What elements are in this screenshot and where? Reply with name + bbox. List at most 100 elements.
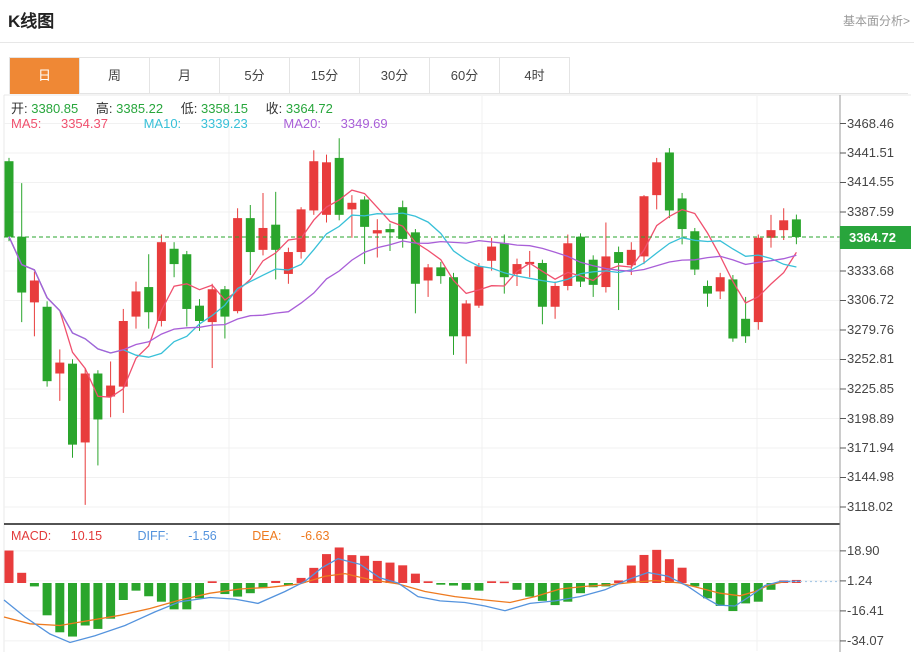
macd-bar — [664, 559, 674, 583]
macd-bar — [347, 555, 357, 583]
candle-body — [601, 256, 611, 288]
macd-bar — [296, 577, 306, 583]
candle-body — [385, 229, 395, 233]
tab-period-3[interactable]: 5分 — [220, 58, 290, 94]
macd-bar — [626, 565, 636, 583]
candle-body — [728, 279, 738, 339]
macd-bar — [68, 583, 77, 637]
macd-axis-label: -34.07 — [847, 632, 884, 648]
macd-bar — [474, 583, 484, 591]
ma20-line — [8, 236, 797, 354]
macd-bar — [93, 583, 103, 629]
candle-body — [499, 243, 509, 278]
tab-period-6[interactable]: 60分 — [430, 58, 500, 94]
candle-body — [550, 285, 560, 307]
candle-body — [398, 207, 408, 239]
period-tabbar: 日周月 5分 15分 30分 60分 4时 — [9, 57, 570, 94]
price-axis-label: 3468.46 — [847, 115, 894, 131]
tab-period-4[interactable]: 15分 — [290, 58, 360, 94]
macd-bar — [525, 583, 535, 597]
candle-body — [512, 264, 522, 274]
price-axis-label: 3198.89 — [847, 410, 894, 426]
macd-bar — [80, 583, 90, 626]
macd-bar — [512, 583, 522, 590]
candle-body — [664, 152, 674, 211]
macd-bar — [182, 583, 192, 610]
macd-bar — [588, 583, 598, 588]
candle-body — [283, 252, 293, 274]
macd-bar — [322, 554, 331, 583]
macd-bar — [106, 583, 116, 619]
candle-body — [29, 280, 39, 303]
candle-body — [182, 254, 192, 309]
header-divider — [0, 42, 914, 43]
tab-period-7[interactable]: 4时 — [500, 58, 570, 94]
candle-body — [690, 231, 700, 270]
tab-period-5[interactable]: 30分 — [360, 58, 430, 94]
candle-body — [487, 246, 497, 261]
candle-body — [372, 230, 382, 234]
macd-bar — [550, 583, 560, 606]
candle-body — [537, 262, 547, 307]
price-axis-label: 3387.59 — [847, 203, 894, 219]
close-value: 3364.72 — [285, 101, 333, 116]
macd-bar — [461, 583, 471, 590]
fundamental-analysis-link[interactable]: 基本面分析> — [842, 14, 910, 28]
price-axis-label: 3306.72 — [847, 292, 894, 308]
candle-body — [753, 237, 763, 323]
macd-bar — [131, 583, 141, 591]
candle-body — [233, 218, 243, 312]
ma5-line — [8, 189, 797, 398]
candle-body — [703, 285, 712, 294]
candle-body — [156, 242, 166, 321]
macd-bar — [537, 583, 547, 601]
macd-bar — [614, 580, 624, 583]
tab-period-1[interactable]: 周 — [80, 58, 150, 94]
candle-body — [436, 267, 446, 277]
price-axis-label: 3441.51 — [847, 144, 894, 160]
macd-bar — [576, 583, 585, 594]
macd-bar — [449, 583, 458, 586]
macd-bar — [207, 581, 217, 583]
tab-period-2[interactable]: 月 — [150, 58, 220, 94]
macd-bar — [144, 583, 154, 597]
macd-bar — [652, 549, 662, 583]
open-label: 开: — [11, 101, 28, 116]
macd-bar — [410, 573, 420, 583]
macd-bar — [17, 572, 27, 583]
macd-bar — [220, 583, 230, 595]
macd-bar — [639, 554, 649, 583]
macd-bar — [753, 583, 763, 602]
macd-bar — [118, 583, 128, 600]
candle-body — [118, 320, 128, 387]
macd-bar — [398, 565, 408, 583]
macd-bar — [258, 583, 268, 589]
macd-bar — [309, 567, 319, 583]
candle-body — [652, 162, 662, 196]
macd-bar — [766, 583, 776, 590]
current-price-badge: 3364.72 — [840, 225, 911, 249]
candle-body — [766, 230, 776, 238]
tab-period-0[interactable]: 日 — [10, 58, 80, 94]
macd-bar — [385, 562, 395, 583]
candle-body — [334, 157, 344, 215]
candle-body — [461, 303, 471, 337]
macd-bar — [4, 550, 14, 583]
candle-body — [4, 161, 14, 237]
price-axis-label: 3414.55 — [847, 174, 894, 190]
candle-body — [791, 219, 801, 238]
candle-body — [144, 287, 154, 313]
diff-value: DIFF: -1.56 — [137, 529, 217, 543]
macd-value: MACD: 10.15 — [11, 529, 103, 543]
macd-bar — [283, 583, 293, 586]
macd-bar — [271, 580, 281, 583]
candle-body — [474, 266, 484, 306]
candle-body — [220, 289, 230, 317]
candle-body — [258, 227, 268, 250]
candle-body — [207, 289, 217, 323]
high-value: 3385.22 — [116, 101, 164, 116]
candle-body — [576, 236, 585, 282]
macd-bar — [334, 547, 344, 583]
